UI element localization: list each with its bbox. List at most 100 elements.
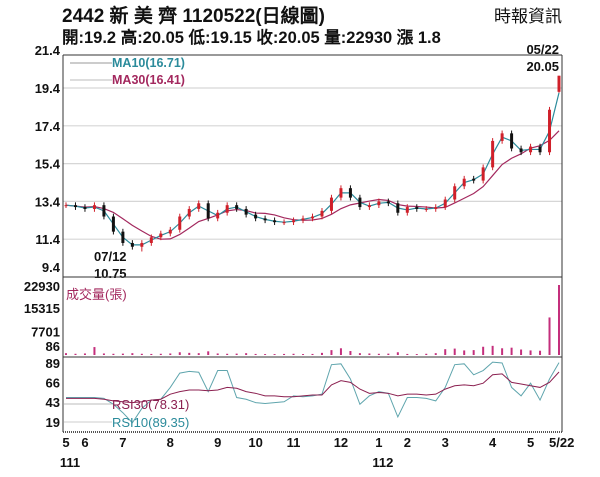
- x-tick-label: 9: [214, 435, 221, 450]
- candle-body: [83, 207, 87, 209]
- volume-bars: [65, 285, 560, 355]
- volume-bar: [415, 354, 418, 355]
- candle-body: [73, 205, 77, 208]
- volume-bar: [320, 352, 323, 355]
- ma10-legend: MA10(16.71): [112, 56, 185, 70]
- ma10-line: [65, 92, 560, 246]
- candle-body: [453, 186, 457, 200]
- volume-bar: [292, 353, 295, 355]
- chart-title: 2442 新 美 齊 1120522(日線圖): [62, 4, 325, 27]
- candle-body: [159, 233, 163, 238]
- price-gridlines: [63, 87, 562, 240]
- volume-bar: [131, 353, 134, 355]
- volume-bar: [121, 353, 124, 355]
- last-date-annotation: 05/22: [526, 42, 559, 57]
- volume-bar: [65, 353, 67, 355]
- candle-body: [149, 237, 153, 243]
- candle-body: [529, 146, 533, 153]
- volume-tick-label: 86: [46, 339, 60, 354]
- rsi-tick-label: 43: [46, 395, 60, 410]
- volume-bar: [283, 353, 286, 355]
- volume-bar: [273, 354, 276, 355]
- volume-bar: [529, 350, 532, 355]
- candle-body: [168, 229, 172, 234]
- volume-bar: [377, 353, 380, 355]
- x-tick-label: 6: [81, 435, 88, 450]
- panel-frames: [62, 54, 563, 433]
- price-tick-label: 13.4: [35, 194, 61, 209]
- volume-bar: [387, 353, 390, 355]
- volume-tick-label: 22930: [24, 279, 60, 294]
- volume-bar: [112, 353, 115, 355]
- candle-body: [424, 208, 428, 210]
- candle-body: [339, 188, 343, 198]
- volume-bar: [311, 353, 314, 355]
- candle-body: [140, 242, 144, 247]
- volume-bar: [235, 353, 238, 355]
- candlesticks: [64, 75, 561, 252]
- x-tick-label: 10: [248, 435, 262, 450]
- candle-body: [225, 205, 229, 213]
- candle-body: [178, 216, 182, 230]
- candle-body: [263, 218, 267, 221]
- candle-body: [367, 205, 371, 208]
- candle-body: [273, 220, 277, 223]
- volume-bar: [178, 352, 181, 355]
- volume-bar: [197, 353, 200, 355]
- volume-tick-label: 7701: [31, 324, 60, 339]
- candle-body: [311, 216, 314, 219]
- volume-bar: [406, 353, 409, 355]
- volume-bar: [482, 346, 485, 355]
- volume-bar: [501, 348, 504, 355]
- rsi10-line: [66, 361, 560, 424]
- candle-body: [510, 133, 514, 149]
- volume-bar: [463, 350, 466, 355]
- candle-body: [244, 208, 248, 215]
- volume-bar: [140, 353, 143, 355]
- candle-body: [197, 203, 201, 209]
- volume-bar: [558, 285, 560, 355]
- volume-bar: [226, 353, 229, 355]
- volume-bar: [444, 349, 447, 355]
- volume-bar: [539, 350, 542, 355]
- volume-bar: [349, 351, 352, 355]
- rsi30-legend: RSI30(78.31): [112, 397, 189, 412]
- low-value-annotation: 10.75: [94, 266, 127, 281]
- volume-bar: [339, 348, 342, 355]
- candle-body: [329, 197, 333, 211]
- volume-bar: [264, 354, 267, 355]
- candle-body: [415, 207, 419, 209]
- candle-body: [443, 199, 447, 208]
- volume-bar: [83, 353, 86, 355]
- volume-bar: [491, 345, 494, 355]
- x-tick-label: 7: [119, 435, 126, 450]
- price-tick-label: 17.4: [35, 119, 61, 134]
- volume-bar: [216, 353, 219, 355]
- low-date-annotation: 07/12: [94, 249, 127, 264]
- candle-body: [396, 203, 400, 213]
- volume-bar: [169, 353, 172, 355]
- ma30-legend: MA30(16.41): [112, 73, 185, 87]
- x-tick-label: 5: [527, 435, 534, 450]
- candle-body: [538, 146, 542, 153]
- candle-body: [491, 140, 495, 168]
- candle-body: [92, 205, 96, 209]
- rsi-panel: 89 66 43 19 RSI30(78.31) RSI10(89.35): [46, 356, 560, 430]
- volume-bar: [472, 350, 475, 355]
- x-tick-label: 8: [167, 435, 174, 450]
- rsi30-line: [66, 371, 560, 404]
- volume-bar: [159, 353, 162, 355]
- price-tick-label: 15.4: [35, 157, 61, 172]
- candle-body: [64, 205, 68, 207]
- candle-body: [557, 75, 561, 92]
- volume-bar: [510, 347, 513, 355]
- moving-average-lines: [65, 92, 560, 246]
- candle-body: [111, 216, 115, 232]
- x-tick-label: 5: [62, 435, 69, 450]
- rsi-tick-label: 89: [46, 356, 60, 371]
- x-year-label: 112: [372, 455, 393, 470]
- price-tick-label: 11.4: [35, 232, 60, 247]
- price-panel: 21.419.417.415.413.411.49.4 MA10(16.71) …: [35, 42, 562, 281]
